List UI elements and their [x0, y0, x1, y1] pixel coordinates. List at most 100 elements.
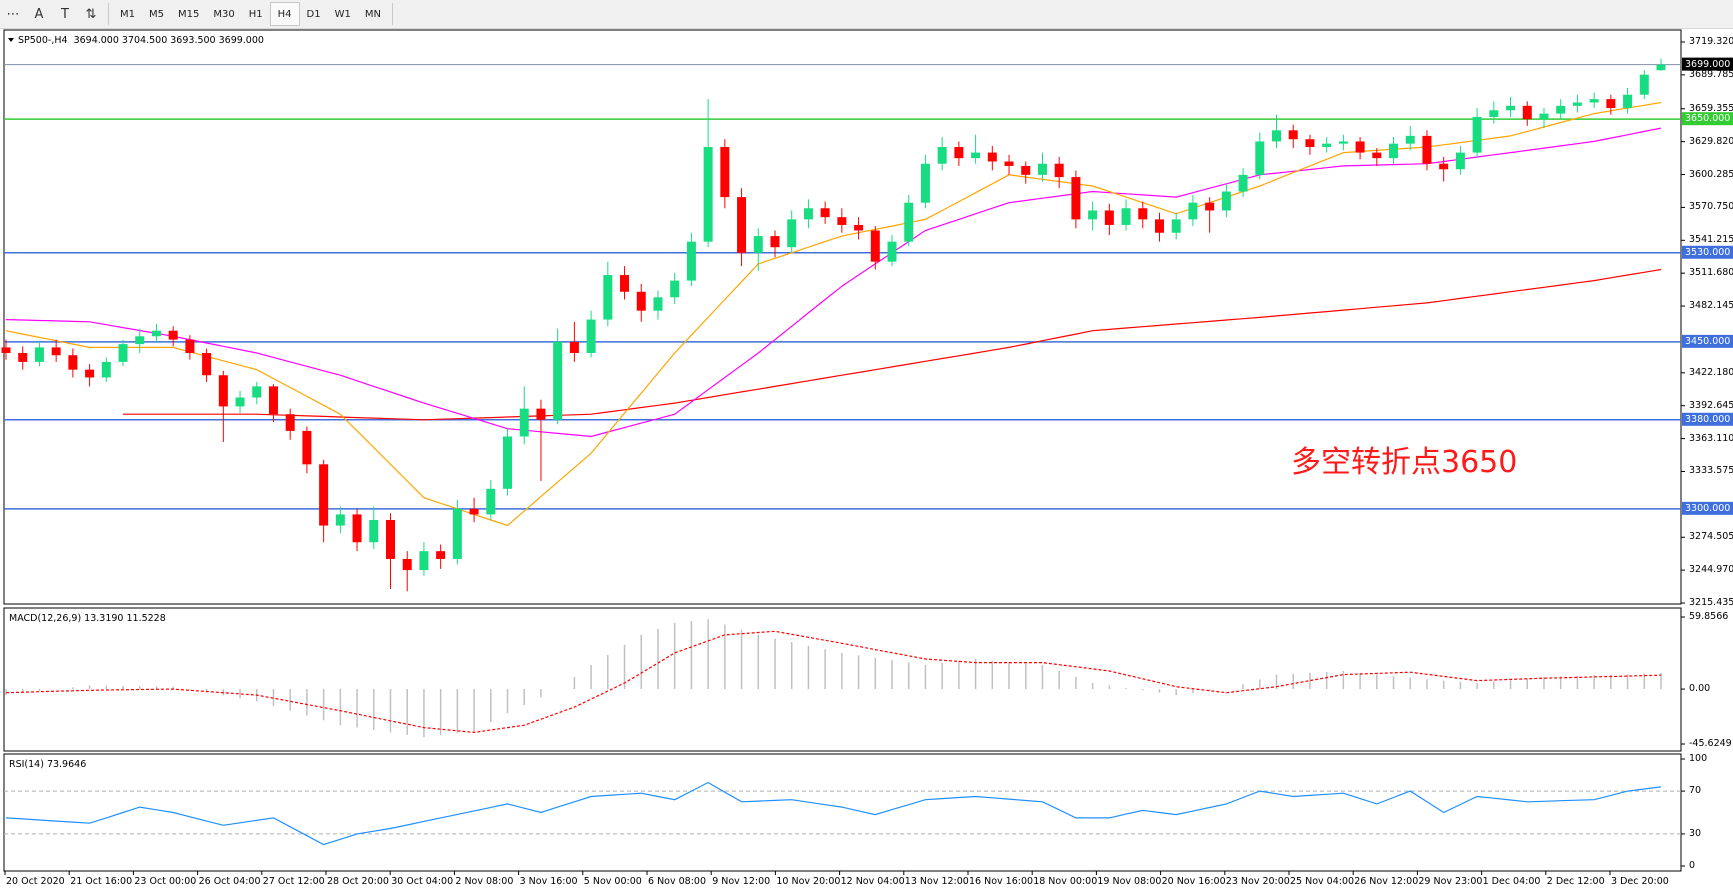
ma-slow-line: [123, 268, 1662, 421]
timeframe-h1-button[interactable]: H1: [248, 8, 263, 20]
text-icon[interactable]: A: [34, 6, 44, 22]
candle-body: [385, 519, 395, 559]
level-price-tag: [1682, 334, 1733, 348]
candle-body: [620, 275, 630, 292]
candle-body: [653, 297, 663, 311]
timeframe-w1-button[interactable]: W1: [334, 8, 351, 20]
candle-body: [85, 369, 95, 378]
collapse-triangle-icon[interactable]: [8, 38, 14, 42]
candle-body: [352, 514, 362, 543]
candle: [1121, 199, 1131, 231]
candle-body: [335, 514, 345, 526]
candle: [971, 134, 981, 164]
candle-body: [218, 375, 228, 407]
level-price-tag: [1682, 112, 1733, 126]
candle-body: [1, 347, 11, 353]
candle-body: [285, 414, 295, 431]
candle-body: [1338, 141, 1348, 144]
candle-body: [803, 208, 813, 220]
candle-body: [1522, 105, 1532, 120]
candle-body: [268, 386, 278, 415]
candle: [820, 201, 830, 224]
chart-background: [0, 29, 1733, 894]
candle-body: [837, 217, 847, 225]
main-panel: [3, 29, 1682, 605]
candle: [1589, 92, 1599, 109]
timeframe-m30-button[interactable]: M30: [213, 8, 235, 20]
candle: [1455, 145, 1465, 175]
candle-body: [1171, 219, 1181, 233]
candle-body: [904, 202, 914, 242]
candle: [18, 346, 28, 370]
candle-body: [1154, 219, 1164, 233]
candle-body: [1355, 141, 1365, 153]
candle-body: [553, 341, 563, 420]
candle-body: [436, 551, 446, 559]
candle-body: [603, 275, 613, 320]
candle: [452, 499, 462, 565]
candle: [787, 210, 797, 253]
candle: [1, 339, 11, 360]
timeframe-h4-button[interactable]: H4: [269, 2, 300, 26]
candle: [803, 199, 813, 229]
candle: [352, 508, 362, 552]
period-separators-icon[interactable]: ⋯: [6, 6, 20, 22]
candle-body: [1104, 210, 1114, 225]
candle-body: [252, 386, 262, 398]
candle-body: [235, 397, 245, 407]
rsi-line: [5, 781, 1662, 846]
candle: [553, 328, 563, 425]
candle: [887, 234, 897, 267]
candle-body: [1071, 177, 1081, 220]
candle-body: [1004, 161, 1014, 166]
timeframe-m15-button[interactable]: M15: [178, 8, 200, 20]
candle-body: [569, 341, 579, 353]
candle: [1238, 168, 1248, 198]
candle: [1639, 70, 1649, 100]
candle: [335, 506, 345, 534]
candle-body: [369, 519, 379, 543]
candle: [436, 544, 446, 569]
candle-body: [1422, 135, 1432, 164]
timeframe-d1-button[interactable]: D1: [306, 8, 321, 20]
toolbar: ⋯ A T ⇅ M1 M5 M15 M30 H1 H4 D1 W1 MN: [0, 0, 1733, 29]
candle: [151, 324, 161, 342]
candle: [1154, 212, 1164, 242]
candle-body: [670, 280, 680, 298]
candle: [1606, 94, 1616, 115]
timeframe-m5-button[interactable]: M5: [149, 8, 164, 20]
candle-body: [787, 219, 797, 248]
arrows-icon[interactable]: ⇅: [85, 6, 97, 22]
candle: [653, 290, 663, 320]
candle-body: [185, 339, 195, 353]
candle: [235, 390, 245, 414]
ma-mid-line: [5, 127, 1662, 438]
candle: [85, 364, 95, 387]
candle-body: [1288, 130, 1298, 140]
candle-body: [1472, 116, 1482, 153]
candle-body: [1372, 152, 1382, 159]
candle: [1556, 99, 1566, 120]
timeframe-bar: M1 M5 M15 M30 H1 H4 D1 W1 MN: [113, 2, 388, 26]
candle: [469, 497, 479, 523]
timeframe-m1-button[interactable]: M1: [120, 8, 135, 20]
candle-body: [1506, 105, 1516, 111]
candle-body: [1188, 202, 1198, 220]
level-price-tag: [1682, 412, 1733, 426]
candle: [753, 228, 763, 271]
candle: [68, 348, 78, 378]
timeframe-mn-button[interactable]: MN: [364, 8, 381, 20]
candle-body: [1238, 174, 1248, 192]
candle: [168, 326, 178, 347]
candle-body: [1138, 208, 1148, 220]
chart-window[interactable]: [0, 29, 1733, 894]
candle: [1338, 134, 1348, 151]
candle: [1439, 157, 1449, 182]
text-label-icon[interactable]: T: [61, 6, 69, 22]
candle: [285, 408, 295, 440]
candle: [1088, 201, 1098, 231]
candle: [636, 283, 646, 322]
candle: [670, 272, 680, 304]
candle: [1489, 101, 1499, 124]
candle: [536, 399, 546, 482]
